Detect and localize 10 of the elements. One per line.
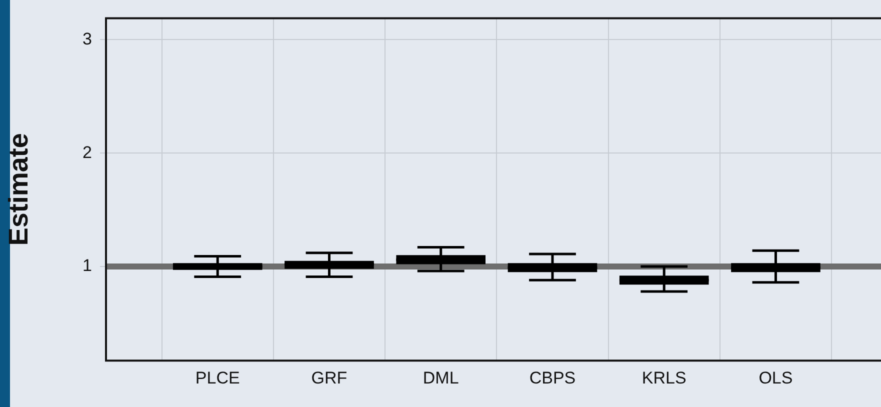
x-tick-label: DML: [422, 368, 459, 388]
x-tick-label: KRLS: [642, 368, 686, 388]
x-tick-label: OLS: [758, 368, 793, 388]
x-tick-label: GRF: [311, 368, 348, 388]
x-tick-label: PLCE: [195, 368, 240, 388]
y-axis-title: Estimate: [4, 133, 34, 246]
x-tick-label: CBPS: [529, 368, 576, 388]
y-tick-label: 3: [82, 29, 92, 48]
y-tick-label: 1: [82, 256, 92, 276]
y-tick-label: 2: [82, 142, 92, 162]
